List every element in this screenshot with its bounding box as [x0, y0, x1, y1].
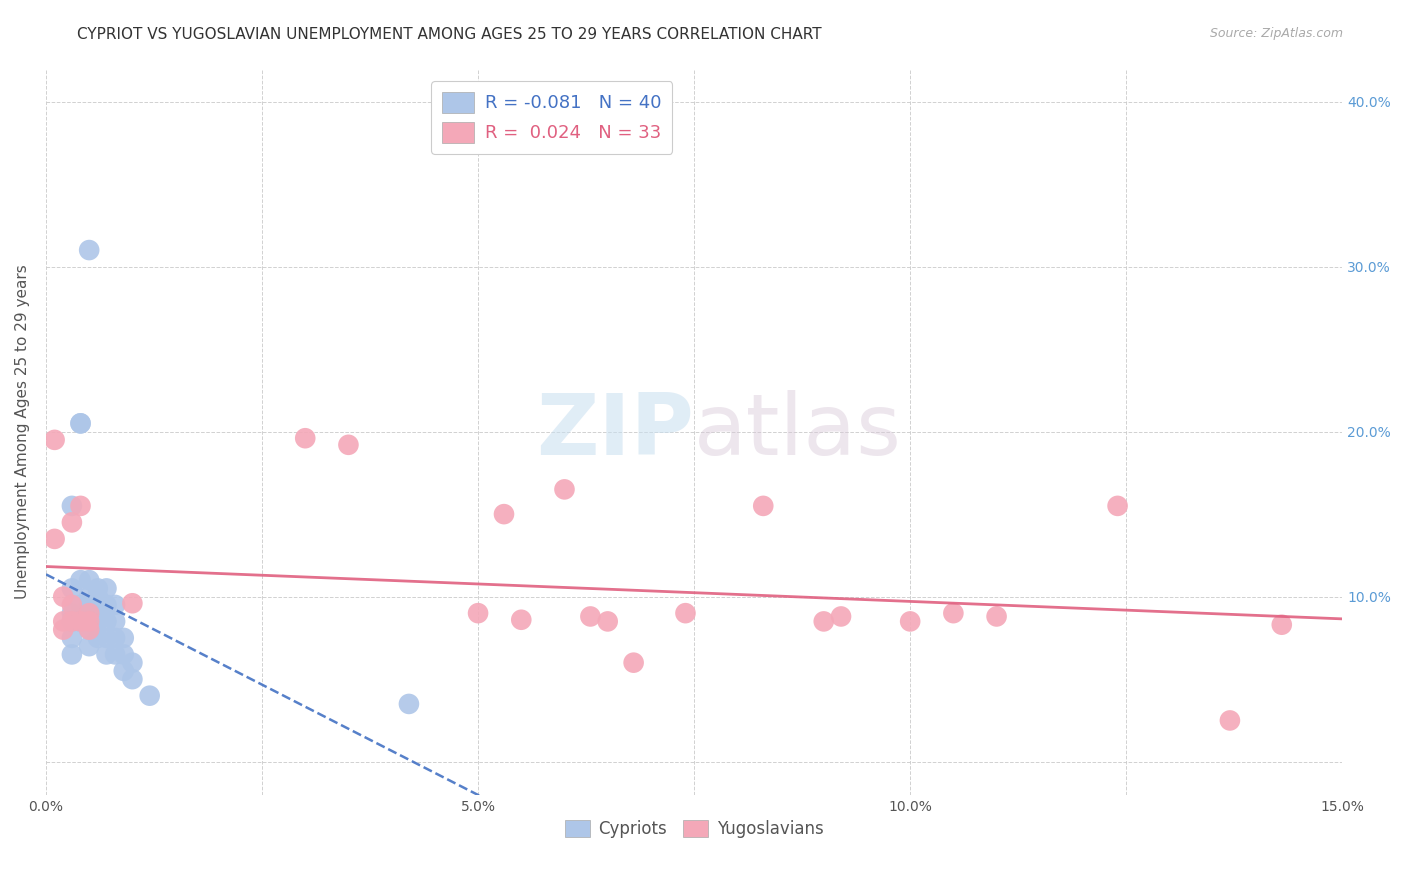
Legend: Cypriots, Yugoslavians: Cypriots, Yugoslavians [558, 813, 830, 845]
Point [77, 590, 100, 604]
Point [1219, 714, 1241, 728]
Point [96, 582, 118, 596]
Point [813, 615, 835, 629]
Point [77, 606, 100, 620]
Point [69, 573, 91, 587]
Point [752, 499, 775, 513]
Point [69, 499, 91, 513]
Point [467, 606, 489, 620]
Point [596, 615, 619, 629]
Point [623, 656, 645, 670]
Point [60, 631, 83, 645]
Point [77, 615, 100, 629]
Point [1107, 499, 1129, 513]
Point [77, 623, 100, 637]
Point [121, 596, 143, 610]
Point [96, 598, 118, 612]
Point [60, 615, 83, 629]
Point [77, 573, 100, 587]
Point [52, 590, 75, 604]
Text: CYPRIOT VS YUGOSLAVIAN UNEMPLOYMENT AMONG AGES 25 TO 29 YEARS CORRELATION CHART: CYPRIOT VS YUGOSLAVIAN UNEMPLOYMENT AMON… [77, 27, 823, 42]
Point [96, 648, 118, 662]
Point [492, 507, 515, 521]
Point [337, 438, 360, 452]
Point [112, 631, 135, 645]
Point [69, 598, 91, 612]
Point [44, 532, 66, 546]
Point [87, 615, 110, 629]
Point [121, 672, 143, 686]
Point [942, 606, 965, 620]
Point [104, 598, 127, 612]
Point [1271, 617, 1294, 632]
Point [675, 606, 697, 620]
Point [60, 615, 83, 629]
Point [898, 615, 921, 629]
Point [52, 615, 75, 629]
Point [77, 623, 100, 637]
Point [69, 417, 91, 431]
Point [398, 697, 420, 711]
Point [579, 609, 602, 624]
Point [77, 598, 100, 612]
Point [121, 656, 143, 670]
Point [87, 582, 110, 596]
Point [69, 615, 91, 629]
Point [60, 582, 83, 596]
Point [104, 648, 127, 662]
Point [52, 623, 75, 637]
Point [112, 664, 135, 678]
Point [830, 609, 852, 624]
Text: Source: ZipAtlas.com: Source: ZipAtlas.com [1209, 27, 1343, 40]
Point [96, 615, 118, 629]
Point [986, 609, 1008, 624]
Point [96, 631, 118, 645]
Point [44, 433, 66, 447]
Point [69, 615, 91, 629]
Point [60, 516, 83, 530]
Point [104, 631, 127, 645]
Point [87, 631, 110, 645]
Point [77, 615, 100, 629]
Point [87, 590, 110, 604]
Point [138, 689, 160, 703]
Point [87, 606, 110, 620]
Point [60, 598, 83, 612]
Point [294, 431, 316, 445]
Point [60, 499, 83, 513]
Point [104, 615, 127, 629]
Point [510, 613, 533, 627]
Point [553, 483, 575, 497]
Point [60, 648, 83, 662]
Point [77, 243, 100, 257]
Point [77, 639, 100, 653]
Point [69, 417, 91, 431]
Point [60, 606, 83, 620]
Text: atlas: atlas [695, 390, 903, 473]
Point [112, 648, 135, 662]
Point [87, 598, 110, 612]
Text: ZIP: ZIP [536, 390, 695, 473]
Y-axis label: Unemployment Among Ages 25 to 29 years: Unemployment Among Ages 25 to 29 years [15, 264, 30, 599]
